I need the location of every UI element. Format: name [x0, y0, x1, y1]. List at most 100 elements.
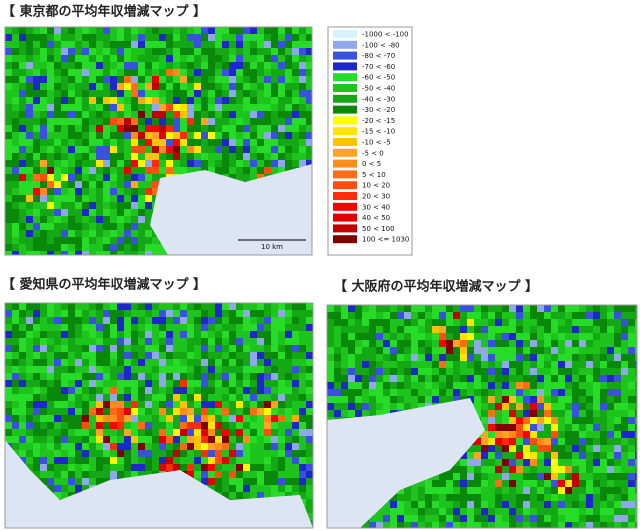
map-cell [572, 333, 579, 340]
map-cell [285, 90, 292, 97]
map-cell [166, 104, 173, 111]
map-cell [26, 422, 33, 429]
map-cell [572, 487, 579, 494]
map-cell [390, 361, 397, 368]
map-cell [250, 41, 257, 48]
map-cell [488, 326, 495, 333]
map-cell [390, 312, 397, 319]
map-cell [201, 303, 208, 310]
map-cell [117, 62, 124, 69]
map-cell [131, 69, 138, 76]
map-cell [89, 209, 96, 216]
map-cell [586, 389, 593, 396]
map-cell [61, 111, 68, 118]
map-cell [600, 305, 607, 312]
map-cell [579, 319, 586, 326]
map-cell [586, 368, 593, 375]
map-cell [257, 429, 264, 436]
map-cell [26, 394, 33, 401]
legend-swatch [333, 40, 357, 49]
map-cell [446, 501, 453, 508]
map-cell [5, 429, 12, 436]
map-cell [19, 230, 26, 237]
map-cell [418, 515, 425, 522]
map-cell [138, 202, 145, 209]
map-cell [110, 83, 117, 90]
map-cell [12, 359, 19, 366]
map-cell [544, 494, 551, 501]
map-cell [243, 401, 250, 408]
map-cell [390, 501, 397, 508]
map-cell [544, 340, 551, 347]
map-cell [292, 443, 299, 450]
map-cell [194, 146, 201, 153]
map-cell [47, 310, 54, 317]
map-cell [173, 373, 180, 380]
map-cell [82, 485, 89, 492]
map-cell [110, 387, 117, 394]
map-cell [474, 305, 481, 312]
map-cell [306, 394, 313, 401]
map-cell [565, 445, 572, 452]
map-cell [61, 97, 68, 104]
map-cell [292, 27, 299, 34]
map-cell [166, 436, 173, 443]
map-cell [264, 303, 271, 310]
map-cell [61, 251, 68, 255]
map-cell [19, 387, 26, 394]
map-cell [306, 111, 312, 118]
map-cell [523, 508, 530, 515]
map-cell [425, 494, 432, 501]
map-cell [26, 436, 33, 443]
map-cell [558, 326, 565, 333]
legend-label: 50 < 100 [362, 225, 395, 233]
map-cell [5, 139, 12, 146]
map-cell [432, 480, 439, 487]
map-cell [390, 382, 397, 389]
map-cell [110, 104, 117, 111]
map-cell [173, 48, 180, 55]
map-cell [47, 464, 54, 471]
map-cell [271, 27, 278, 34]
map-cell [208, 83, 215, 90]
map-cell [110, 153, 117, 160]
map-cell [194, 41, 201, 48]
map-cell [124, 230, 131, 237]
map-cell [61, 188, 68, 195]
map-cell [586, 473, 593, 480]
map-cell [96, 464, 103, 471]
map-cell [250, 373, 257, 380]
map-cell [306, 331, 313, 338]
map-cell [446, 389, 453, 396]
map-cell [12, 69, 19, 76]
map-cell [12, 366, 19, 373]
map-cell [299, 415, 306, 422]
map-cell [33, 380, 40, 387]
map-cell [362, 354, 369, 361]
map-cell [47, 251, 54, 255]
map-cell [33, 436, 40, 443]
map-cell [33, 408, 40, 415]
map-cell [411, 487, 418, 494]
map-cell [68, 118, 75, 125]
map-cell [40, 188, 47, 195]
map-cell [565, 424, 572, 431]
map-cell [509, 312, 516, 319]
map-cell [628, 431, 635, 438]
map-cell [292, 34, 299, 41]
map-cell [75, 436, 82, 443]
map-cell [621, 375, 628, 382]
map-cell [110, 174, 117, 181]
map-cell [516, 368, 523, 375]
map-cell [579, 305, 586, 312]
map-cell [159, 146, 166, 153]
map-cell [61, 62, 68, 69]
map-cell [117, 359, 124, 366]
map-cell [285, 97, 292, 104]
map-cell [54, 478, 61, 485]
map-cell [82, 202, 89, 209]
map-cell [47, 34, 54, 41]
map-cell [201, 366, 208, 373]
map-cell [600, 424, 607, 431]
map-cell [474, 508, 481, 515]
